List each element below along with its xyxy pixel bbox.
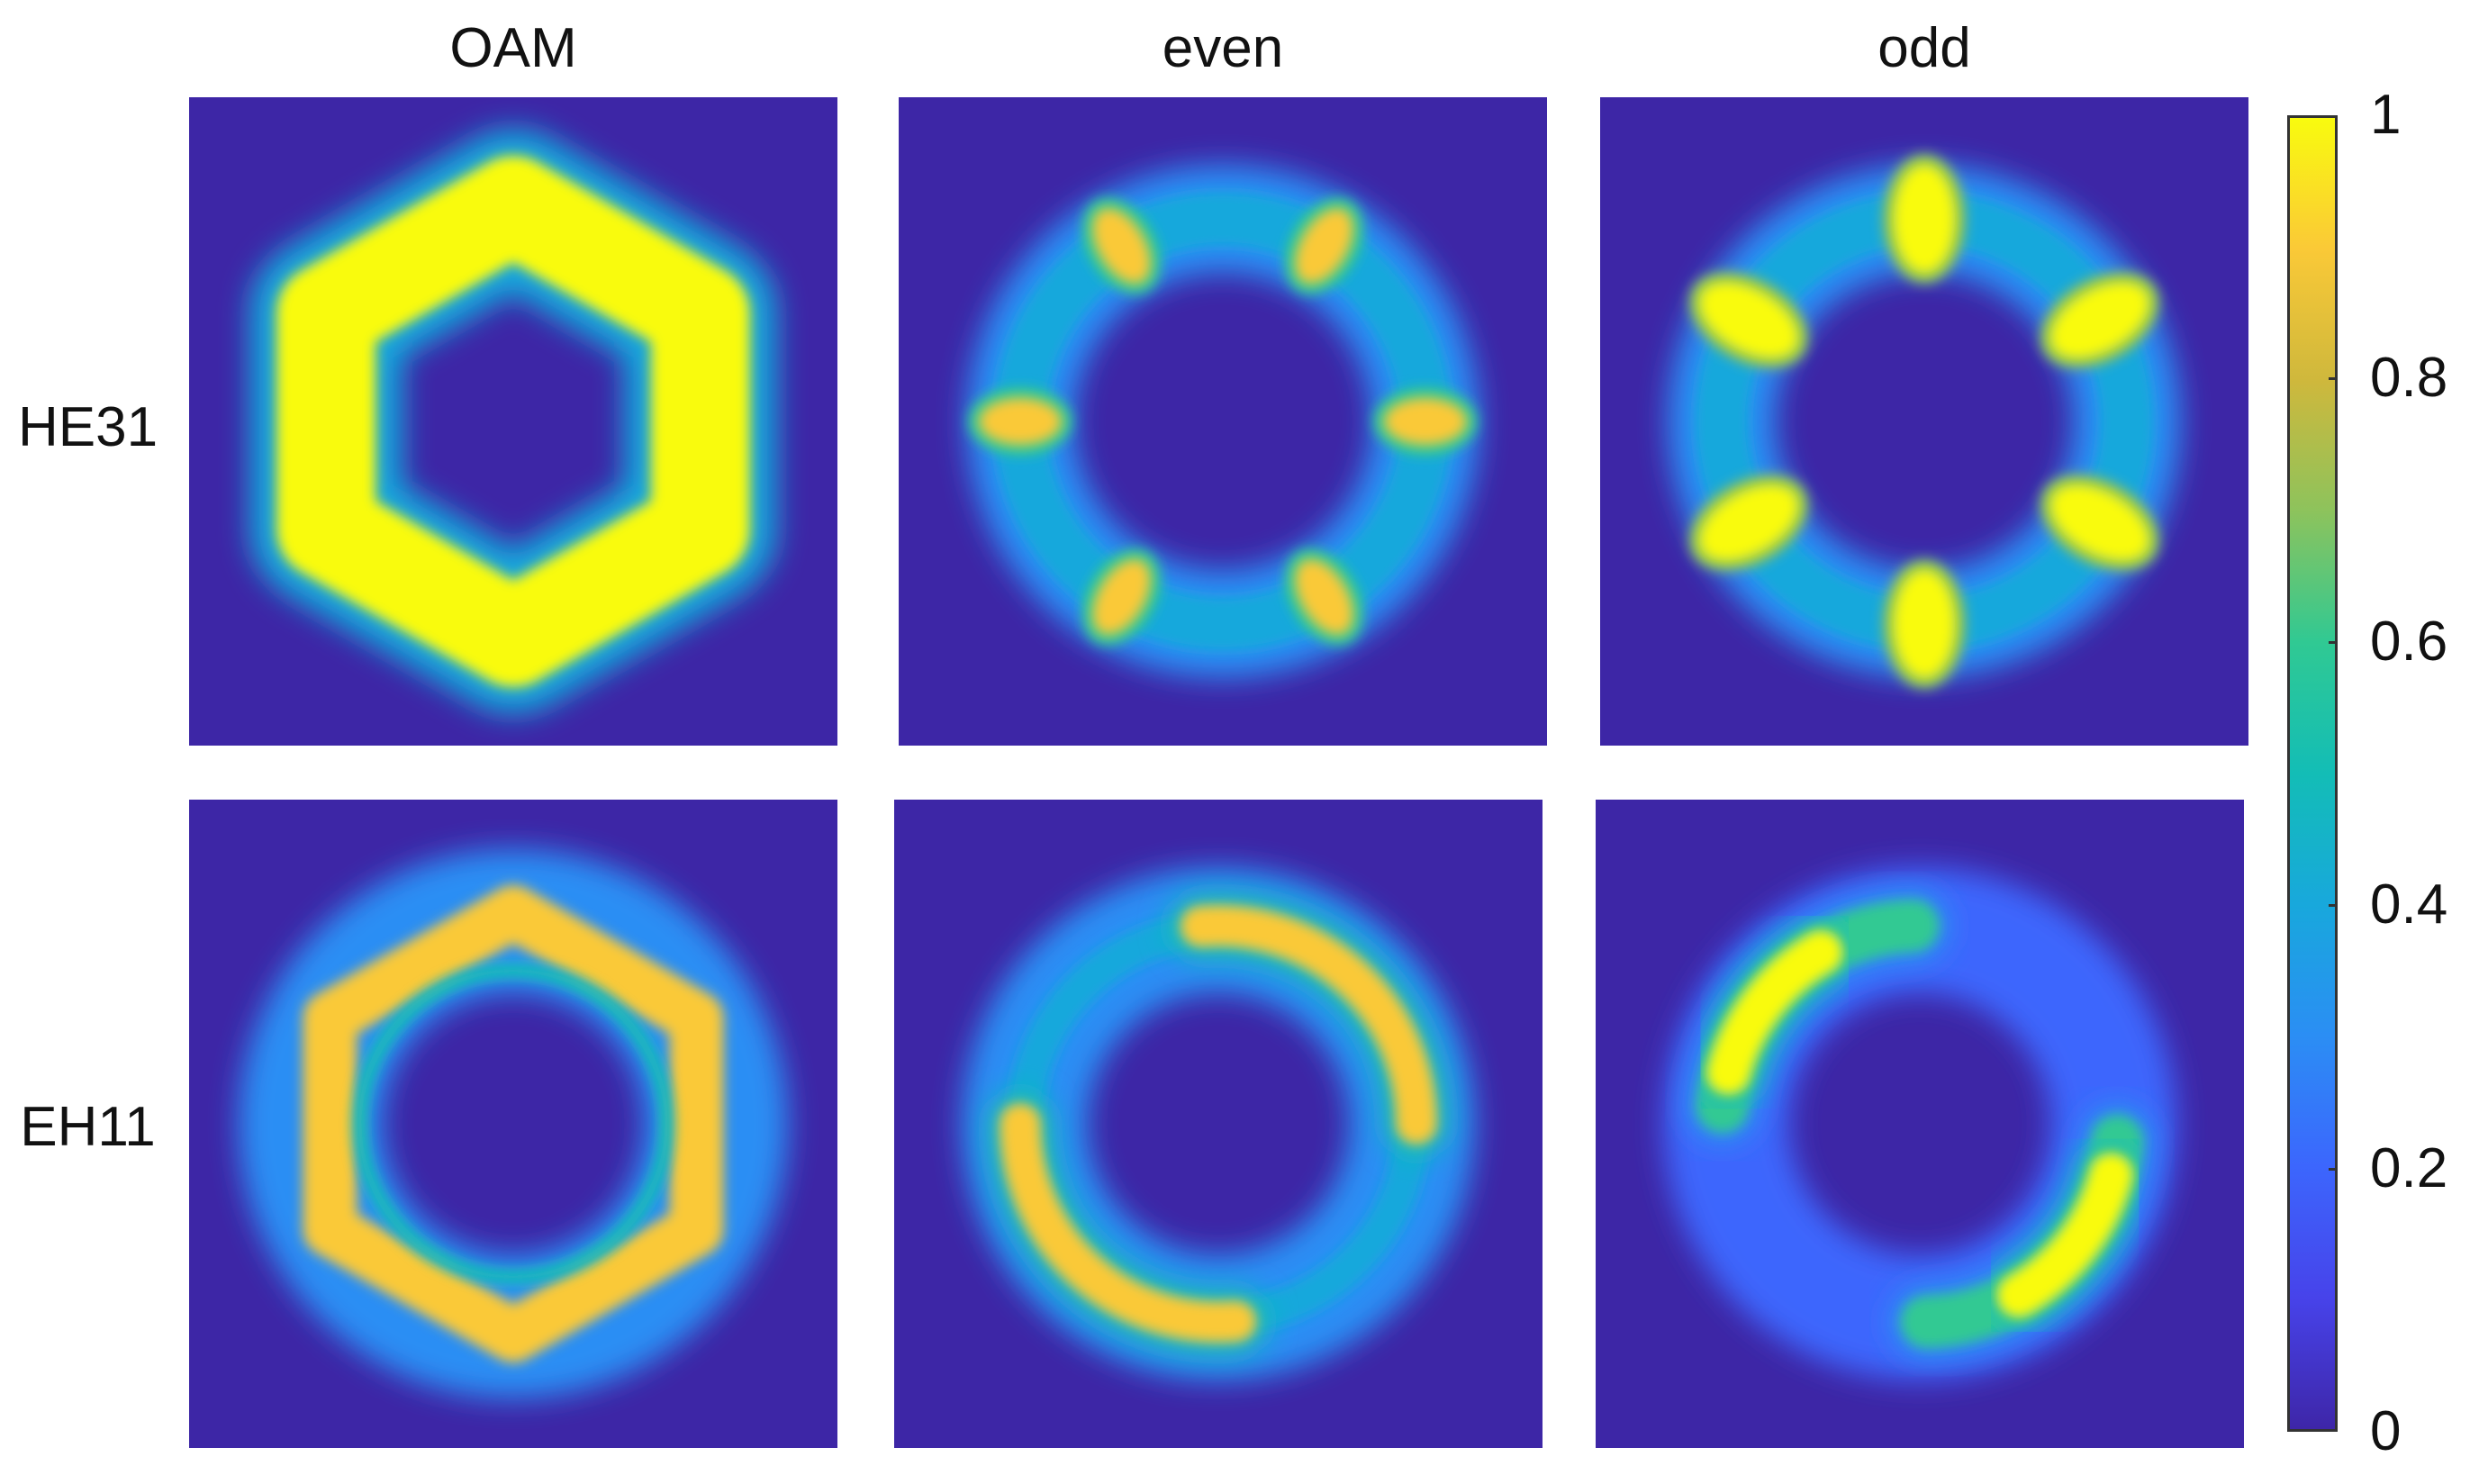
lobe bbox=[1384, 398, 1467, 445]
inner-ring bbox=[353, 964, 674, 1284]
panel-he31-even bbox=[899, 97, 1547, 746]
panel-he31-oam bbox=[189, 97, 837, 746]
ring bbox=[276, 156, 750, 687]
col-title-odd: odd bbox=[1877, 17, 1971, 79]
lobe bbox=[1092, 558, 1151, 635]
col-title-even: even bbox=[1162, 17, 1284, 79]
colorbar-tick-mark bbox=[2329, 377, 2338, 381]
row-label-eh11: EH11 bbox=[20, 1096, 156, 1158]
lobe bbox=[2050, 484, 2149, 561]
panel-eh11-oam bbox=[189, 800, 837, 1448]
colorbar-tick-mark bbox=[2329, 1167, 2338, 1171]
lobe bbox=[979, 398, 1062, 445]
panel-eh11-odd bbox=[1596, 800, 2244, 1448]
colorbar-tick-label: 0.8 bbox=[2370, 347, 2448, 410]
colorbar-tick-mark bbox=[2329, 904, 2338, 908]
lobe bbox=[1295, 208, 1353, 285]
lobe bbox=[1699, 282, 1798, 358]
colorbar-tick-label: 0.4 bbox=[2370, 873, 2448, 937]
panel-eh11-even bbox=[894, 800, 1543, 1448]
lobe bbox=[1699, 484, 1798, 561]
lobe bbox=[1894, 165, 1955, 273]
outer-ring bbox=[303, 885, 724, 1362]
arc bbox=[1996, 1152, 2134, 1318]
col-title-oam: OAM bbox=[449, 17, 577, 79]
arc bbox=[1180, 905, 1437, 1145]
lobe bbox=[1092, 208, 1151, 285]
colorbar-tick-label: 0 bbox=[2370, 1400, 2402, 1462]
arc bbox=[1705, 929, 1843, 1096]
colorbar bbox=[2287, 115, 2338, 1432]
panel-he31-odd bbox=[1600, 97, 2248, 746]
ring bbox=[993, 192, 1452, 651]
colorbar-tick-label: 0.6 bbox=[2370, 610, 2448, 673]
colorbar-tick-label: 0.2 bbox=[2370, 1136, 2448, 1199]
colorbar-tick-mark bbox=[2329, 640, 2338, 644]
colorbar-tick-label: 1 bbox=[2370, 84, 2402, 146]
lobe bbox=[1894, 570, 1955, 678]
arc bbox=[1000, 1103, 1257, 1343]
row-label-he31: HE31 bbox=[17, 396, 158, 458]
lobe bbox=[2050, 282, 2149, 358]
lobe bbox=[1295, 558, 1353, 635]
